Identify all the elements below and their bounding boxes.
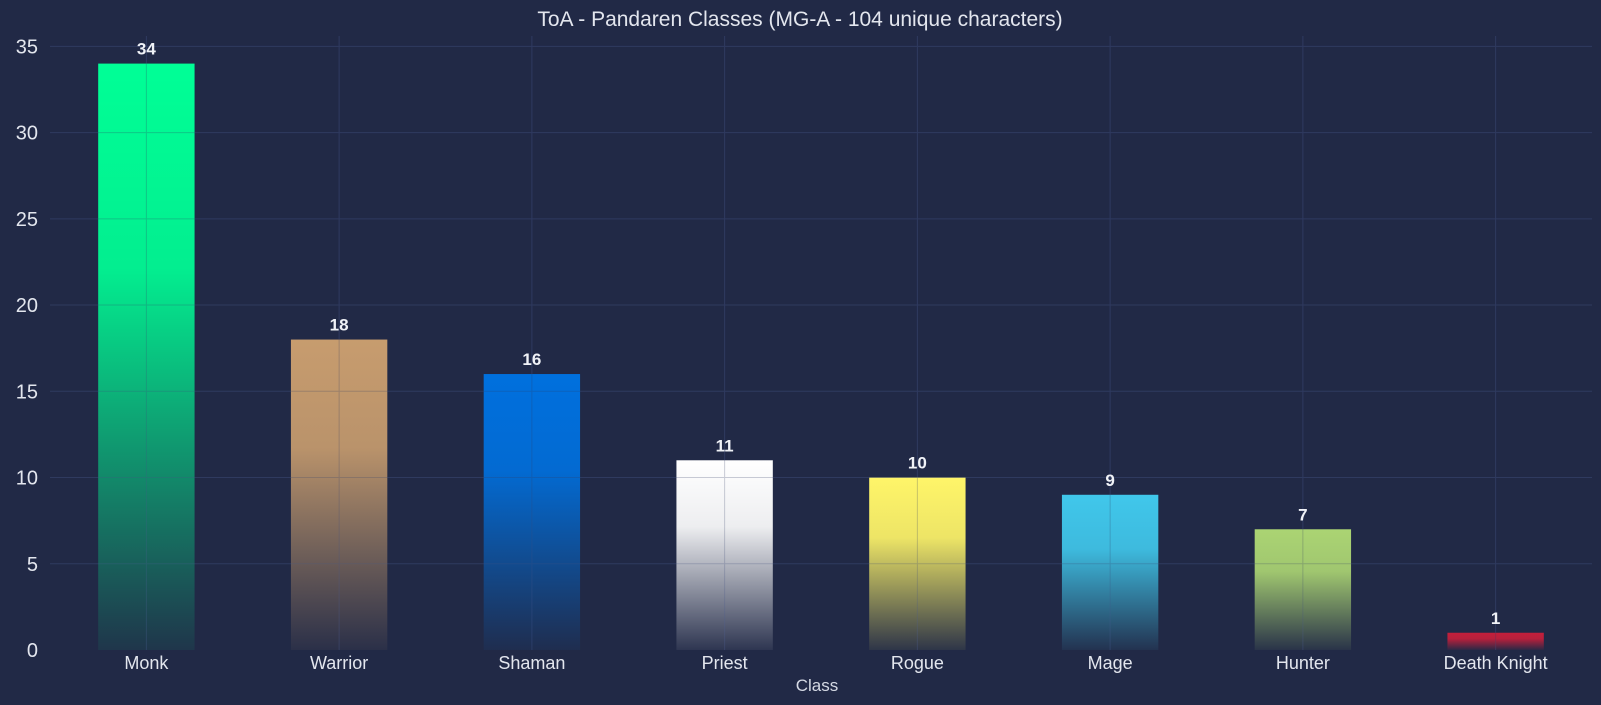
bars: [50, 36, 1592, 650]
x-tick-label: Monk: [124, 653, 169, 673]
data-label: 10: [908, 454, 927, 473]
data-label: 1: [1491, 609, 1500, 628]
data-label: 18: [330, 316, 349, 335]
data-label: 34: [137, 40, 156, 59]
bar-mage: [1061, 494, 1159, 650]
grid-overlay: [50, 36, 1592, 650]
y-tick-label: 25: [16, 209, 38, 231]
data-label: 16: [522, 350, 541, 369]
x-tick-label: Mage: [1088, 653, 1133, 673]
x-tick-label: Rogue: [891, 653, 944, 673]
bar-shaman: [483, 374, 581, 650]
bar-hunter: [1254, 529, 1352, 650]
bar-monk: [98, 63, 195, 650]
y-tick-label: 35: [16, 36, 38, 58]
y-tick-label: 0: [27, 640, 38, 662]
y-tick-label: 15: [16, 381, 38, 403]
chart-title: ToA - Pandaren Classes (MG-A - 104 uniqu…: [537, 8, 1062, 31]
gridlines: [50, 36, 1592, 650]
data-label: 7: [1298, 505, 1307, 524]
x-tick-label: Warrior: [310, 653, 368, 673]
x-axis-ticks: Monk Warrior Shaman Priest Rogue Mage Hunter De…: [124, 653, 1547, 673]
y-tick-label: 20: [16, 295, 38, 317]
data-label: 11: [716, 436, 734, 455]
y-tick-label: 30: [16, 123, 38, 145]
x-axis-title: Class: [796, 676, 839, 695]
data-labels: 34 18 16 11 10 9 7 1: [137, 40, 1500, 628]
x-tick-label: Hunter: [1276, 653, 1330, 673]
x-tick-label: Death Knight: [1444, 653, 1548, 673]
x-tick-label: Priest: [702, 653, 748, 673]
y-tick-label: 5: [27, 554, 38, 576]
bar-warrior: [290, 339, 388, 650]
y-tick-label: 10: [16, 468, 38, 490]
data-label: 9: [1105, 471, 1114, 490]
x-tick-label: Shaman: [498, 653, 565, 673]
bar-rogue: [869, 477, 966, 650]
y-axis-ticks: 0 5 10 15 20 25 30 35: [16, 36, 38, 662]
bar-death-knight: [1447, 632, 1544, 650]
bar-priest: [676, 460, 773, 650]
